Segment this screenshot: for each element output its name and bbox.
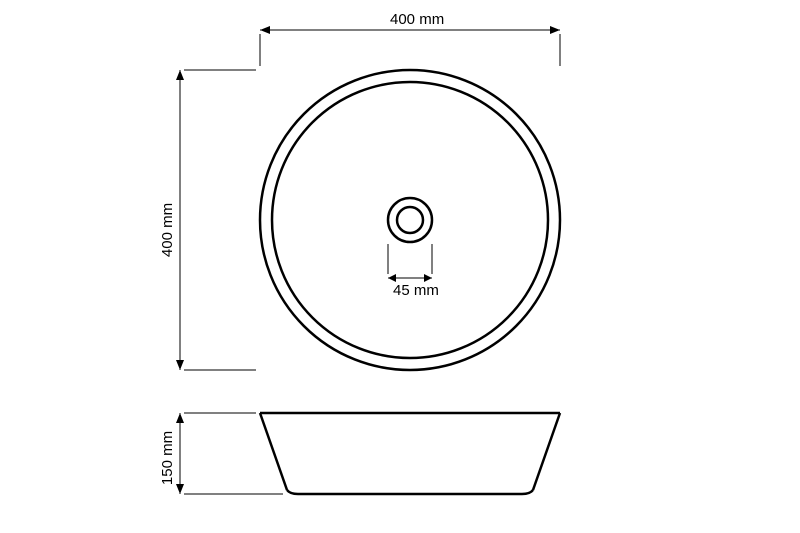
top-view xyxy=(260,70,560,370)
drawing-svg: 400 mm 400 mm 45 mm 150 mm xyxy=(0,0,800,533)
drain-outer-circle xyxy=(388,198,432,242)
drain-inner-circle xyxy=(397,207,423,233)
dimension-drain: 45 mm xyxy=(388,244,439,299)
dim-side-height-label: 150 mm xyxy=(159,431,176,485)
basin-inner-circle xyxy=(272,82,548,358)
basin-outer-circle xyxy=(260,70,560,370)
technical-drawing: 400 mm 400 mm 45 mm 150 mm xyxy=(0,0,800,533)
dimension-height-left: 400 mm xyxy=(159,70,256,370)
dim-drain-label: 45 mm xyxy=(393,282,439,299)
dimension-width-top: 400 mm xyxy=(260,11,560,66)
dim-width-label: 400 mm xyxy=(390,11,444,28)
dim-height-label: 400 mm xyxy=(159,203,176,257)
side-view xyxy=(260,413,560,494)
